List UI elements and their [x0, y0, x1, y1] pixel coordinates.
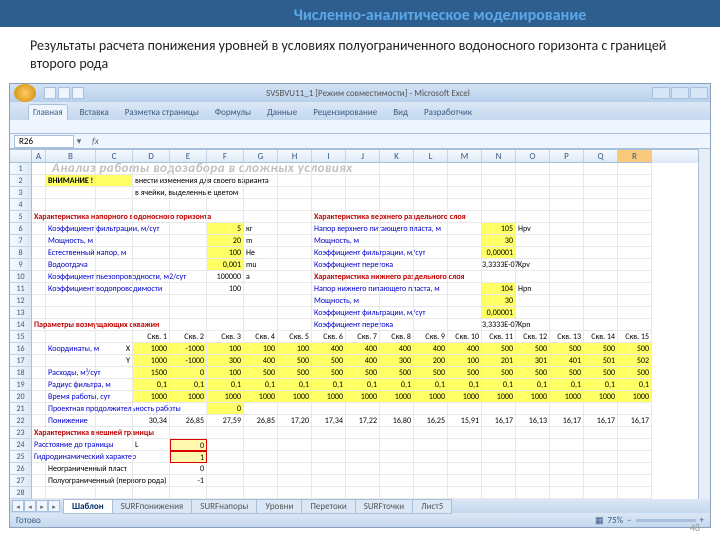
- name-box[interactable]: R26: [14, 135, 74, 148]
- sheet-tab[interactable]: Лист5: [412, 499, 452, 514]
- ribbon-tabs: Главная Вставка Разметка страницы Формул…: [10, 102, 710, 120]
- ribbon-tab-insert[interactable]: Вставка: [76, 105, 113, 120]
- ribbon-tab-developer[interactable]: Разработчик: [420, 105, 476, 120]
- window-title: SVSBVU11_1 [Режим совместимости] - Micro…: [84, 88, 652, 99]
- window-controls[interactable]: [652, 87, 708, 99]
- formula-bar: R26 ▾ fx: [10, 134, 710, 149]
- ribbon-tab-home[interactable]: Главная: [28, 104, 68, 120]
- ribbon-tab-review[interactable]: Рецензирование: [309, 105, 381, 120]
- zoom-control[interactable]: ▦ 75% −+: [595, 515, 704, 526]
- grid-area: 1234567891011121314151617181920212223242…: [10, 163, 710, 499]
- status-bar: Готово ▦ 75% −+: [10, 513, 710, 527]
- sheet-tab[interactable]: Уровни: [256, 499, 302, 514]
- slide-page-number: 48: [690, 521, 700, 534]
- row-headers[interactable]: 1234567891011121314151617181920212223242…: [10, 163, 32, 499]
- slide-header: Численно-аналитическое моделирование: [0, 0, 720, 27]
- quick-access-toolbar[interactable]: [44, 87, 84, 99]
- select-all-corner[interactable]: [10, 150, 32, 163]
- name-box-dropdown-icon[interactable]: ▾: [74, 136, 84, 147]
- view-normal-icon[interactable]: ▦: [595, 515, 604, 526]
- sheet-tab[interactable]: SURFпонижения: [112, 499, 193, 514]
- sheet-tab[interactable]: SURFнапоры: [191, 499, 257, 514]
- ribbon-body: [10, 120, 710, 134]
- slide-title: Численно-аналитическое моделирование: [160, 6, 720, 25]
- office-button[interactable]: [14, 84, 36, 102]
- worksheet: ABCDEFGHIJKLMNOPQR 123456789101112131415…: [10, 149, 710, 499]
- sheet-tab[interactable]: Перетоки: [301, 499, 355, 514]
- sheet-tab[interactable]: SURFточки: [355, 499, 413, 514]
- ribbon-tab-pagelayout[interactable]: Разметка страницы: [121, 105, 203, 120]
- titlebar: SVSBVU11_1 [Режим совместимости] - Micro…: [10, 84, 710, 102]
- ribbon-tab-view[interactable]: Вид: [389, 105, 412, 120]
- status-text: Готово: [16, 515, 41, 526]
- zoom-level: 75%: [607, 515, 623, 526]
- sheet-nav-buttons[interactable]: ◂◂▸▸: [12, 500, 60, 512]
- sheet-tabs-bar: ◂◂▸▸ ШаблонSURFпониженияSURFнапорыУровни…: [10, 499, 710, 513]
- ribbon-tab-formulas[interactable]: Формулы: [211, 105, 255, 120]
- cells[interactable]: Анализ работы водозабора в сложных услов…: [32, 163, 652, 499]
- excel-window: SVSBVU11_1 [Режим совместимости] - Micro…: [9, 83, 711, 528]
- fx-label[interactable]: fx: [92, 136, 99, 147]
- slide-subtitle: Результаты расчета понижения уровней в у…: [0, 27, 720, 83]
- ribbon-tab-data[interactable]: Данные: [263, 105, 301, 120]
- sheet-tab[interactable]: Шаблон: [63, 499, 113, 514]
- vertical-scrollbar[interactable]: [698, 149, 710, 499]
